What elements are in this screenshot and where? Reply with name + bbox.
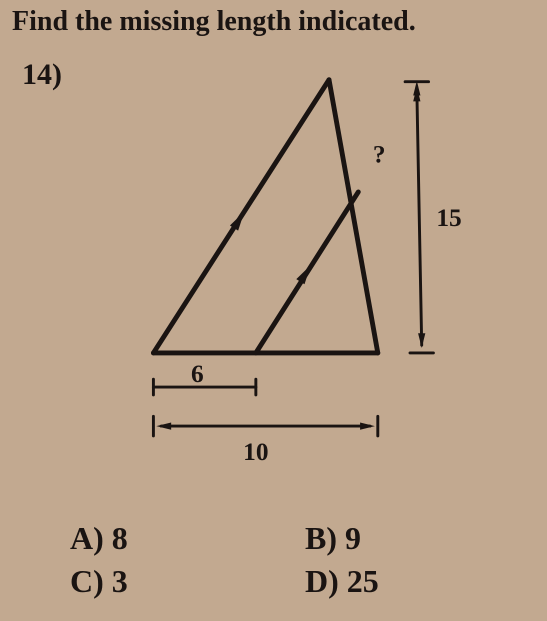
- choice-b: B) 9: [305, 520, 361, 557]
- choice-b-value: 9: [345, 520, 361, 556]
- choice-a: A) 8: [70, 520, 305, 557]
- choice-c: C) 3: [70, 563, 305, 600]
- geometry-figure: 15? 6 10: [80, 70, 500, 470]
- choice-d: D) 25: [305, 563, 379, 600]
- answer-choices: A) 8 B) 9 C) 3 D) 25: [70, 520, 500, 606]
- svg-text:15: 15: [436, 204, 461, 232]
- svg-text:10: 10: [243, 438, 268, 466]
- svg-text:6: 6: [191, 360, 204, 388]
- choice-d-value: 25: [347, 563, 379, 599]
- choice-a-value: 8: [112, 520, 128, 556]
- choice-c-letter: C): [70, 563, 104, 599]
- choice-d-letter: D): [305, 563, 339, 599]
- svg-text:?: ?: [373, 141, 386, 169]
- choice-b-letter: B): [305, 520, 337, 556]
- question-number: 14): [22, 58, 62, 92]
- instruction-text: Find the missing length indicated.: [12, 6, 416, 38]
- choice-c-value: 3: [112, 563, 128, 599]
- choice-a-letter: A): [70, 520, 104, 556]
